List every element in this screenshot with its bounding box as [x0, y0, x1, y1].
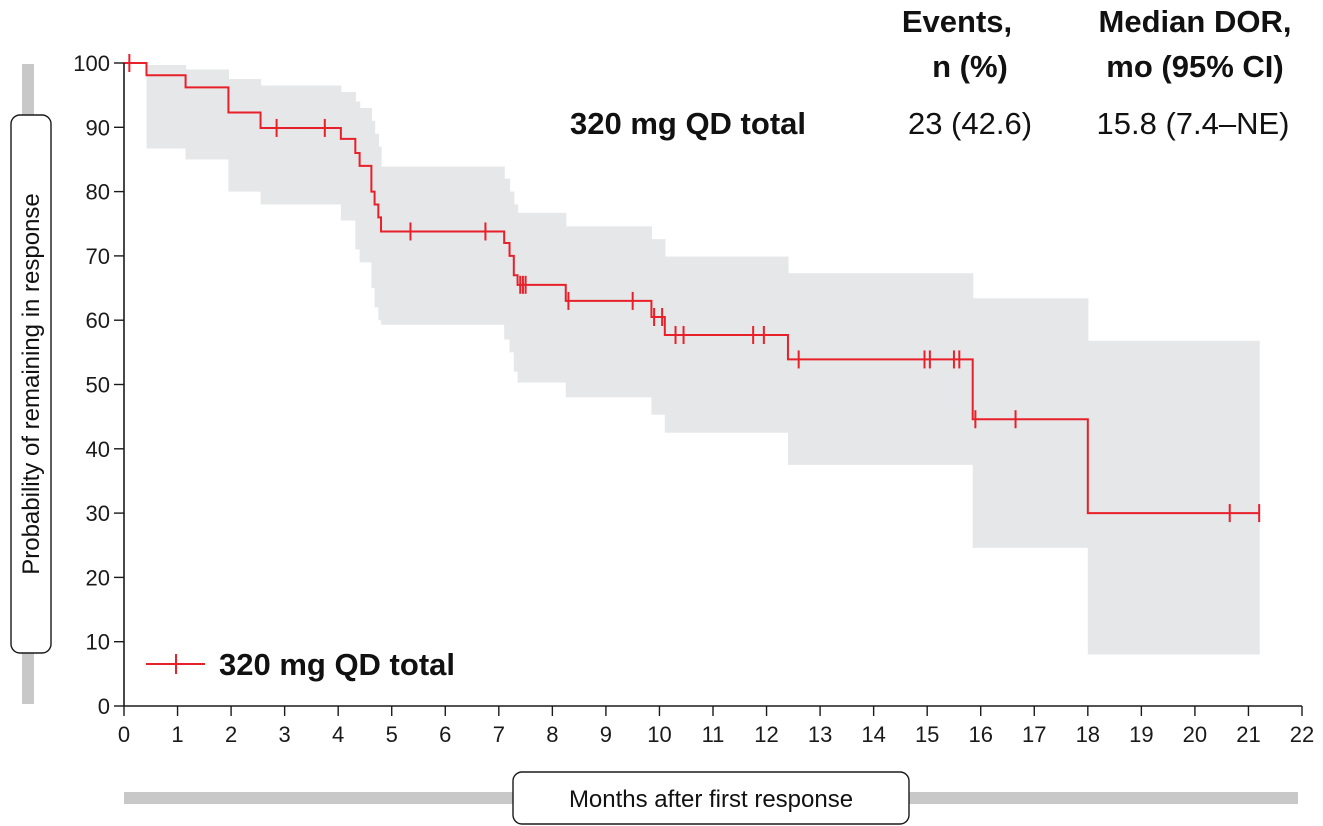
median-header-line1: Median DOR, — [1099, 4, 1292, 39]
y-tick-label-90: 90 — [86, 115, 110, 140]
y-tick-label-40: 40 — [86, 437, 110, 462]
x-tick-label-20: 20 — [1183, 722, 1207, 747]
y-tick-label-50: 50 — [86, 373, 110, 398]
ci-band-segment-5 — [340, 91, 356, 221]
x-axis-title-text: Months after first response — [569, 786, 853, 813]
x-tick-label-16: 16 — [968, 722, 992, 747]
legend-label: 320 mg QD total — [219, 647, 455, 682]
x-tick-label-15: 15 — [915, 722, 939, 747]
events-header-line2: n (%) — [932, 49, 1008, 84]
ci-band-segment-19 — [787, 273, 974, 465]
ci-band-segment-15 — [517, 212, 567, 383]
censor-marks — [128, 54, 1261, 523]
ci-band-segment-3 — [228, 79, 262, 192]
y-axis-ticks: 0 10 20 30 40 50 60 70 80 90 100 — [73, 51, 124, 719]
y-tick-label-70: 70 — [86, 244, 110, 269]
ci-band-segment-1 — [146, 64, 187, 149]
x-tick-label-11: 11 — [702, 722, 725, 747]
x-tick-label-4: 4 — [332, 722, 344, 747]
x-axis-title: Months after first response — [512, 771, 910, 825]
row-label: 320 mg QD total — [570, 106, 806, 141]
median-header-line2: mo (95% CI) — [1106, 49, 1283, 84]
ci-band-segment-18 — [664, 256, 789, 433]
x-axis-ticks: 0 1 2 3 4 5 6 7 8 9 10 11 12 13 14 15 16 17 18 19 20 21 22 — [118, 706, 1314, 747]
x-tick-label-9: 9 — [600, 722, 612, 747]
legend: 320 mg QD total — [146, 647, 455, 682]
ci-band-segment-6 — [355, 101, 361, 250]
ci-band-segment-14 — [513, 204, 519, 372]
ci-band-segment-13 — [509, 191, 515, 353]
x-tick-label-7: 7 — [493, 722, 505, 747]
x-tick-label-1: 1 — [171, 722, 183, 747]
y-axis-title-text: Probability of remaining in response — [18, 193, 45, 575]
y-tick-label-10: 10 — [86, 630, 110, 655]
ci-band-segment-20 — [972, 298, 1089, 548]
ci-band — [146, 64, 1260, 655]
ci-band-segment-16 — [565, 226, 653, 398]
ci-band-segment-4 — [260, 85, 342, 205]
y-axis-title-box — [10, 114, 52, 654]
y-tick-label-100: 100 — [73, 51, 110, 76]
y-tick-label-30: 30 — [86, 501, 110, 526]
ci-band-segment-9 — [374, 133, 379, 308]
x-tick-label-8: 8 — [546, 722, 558, 747]
summary-table: Events, n (%) Median DOR, mo (95% CI) 32… — [570, 4, 1291, 141]
row-events: 23 (42.6) — [908, 106, 1032, 141]
y-tick-label-0: 0 — [98, 694, 110, 719]
ci-band-segment-10 — [378, 146, 382, 321]
x-tick-label-12: 12 — [754, 722, 778, 747]
events-header-line1: Events, — [902, 4, 1012, 39]
y-tick-label-80: 80 — [86, 180, 110, 205]
x-tick-label-19: 19 — [1129, 722, 1153, 747]
x-tick-label-18: 18 — [1076, 722, 1100, 747]
y-tick-label-20: 20 — [86, 565, 110, 590]
row-median: 15.8 (7.4–NE) — [1097, 106, 1290, 141]
x-tick-label-22: 22 — [1290, 722, 1314, 747]
x-tick-label-2: 2 — [225, 722, 237, 747]
ci-band-segment-17 — [651, 239, 666, 415]
ci-band-segment-7 — [359, 108, 372, 263]
ci-band-segment-2 — [185, 69, 230, 160]
y-axis-title: Probability of remaining in response — [10, 114, 52, 654]
y-tick-label-60: 60 — [86, 308, 110, 333]
x-tick-label-6: 6 — [439, 722, 451, 747]
x-tick-label-3: 3 — [279, 722, 291, 747]
x-tick-label-0: 0 — [118, 722, 130, 747]
x-tick-label-14: 14 — [861, 722, 885, 747]
x-tick-label-10: 10 — [647, 722, 671, 747]
x-axis-title-box — [512, 771, 910, 825]
x-tick-label-5: 5 — [386, 722, 398, 747]
x-tick-label-21: 21 — [1236, 722, 1260, 747]
x-tick-label-17: 17 — [1022, 722, 1046, 747]
x-tick-label-13: 13 — [808, 722, 832, 747]
km-step-line — [124, 62, 1260, 515]
ci-band-segment-8 — [371, 120, 376, 289]
km-curve — [124, 62, 1260, 515]
ci-band-segment-12 — [504, 178, 511, 340]
ci-band-segment-21 — [1087, 340, 1260, 655]
ci-band-segment-11 — [381, 166, 505, 325]
